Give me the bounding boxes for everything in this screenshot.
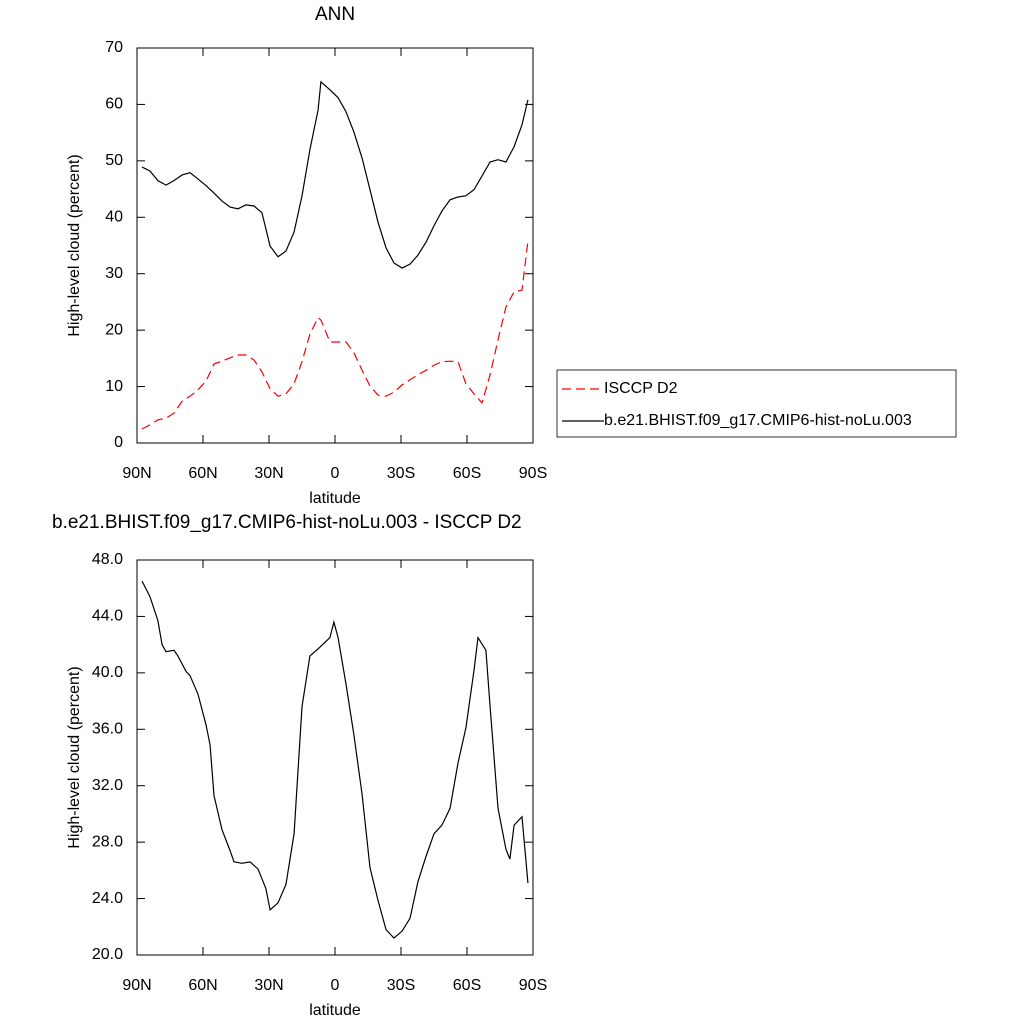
plot-frame <box>136 559 534 956</box>
x-tick-label: 0 <box>331 465 340 482</box>
x-axis-label: latitude <box>309 490 361 507</box>
plot-frame <box>136 47 534 444</box>
x-tick-label: 60S <box>453 977 481 994</box>
x-tick-label: 60S <box>453 465 481 482</box>
chart-title: ANN <box>315 4 355 25</box>
y-tick-label: 0 <box>114 434 123 451</box>
y-tick-label: 40.0 <box>92 664 123 681</box>
y-tick-label: 30 <box>105 265 123 282</box>
y-tick-label: 40 <box>105 209 123 226</box>
x-tick-label: 30N <box>254 977 283 994</box>
x-tick-label: 60N <box>188 977 217 994</box>
y-tick-label: 44.0 <box>92 608 123 625</box>
y-axis-label: High-level cloud (percent) <box>66 154 83 336</box>
legend-label: b.e21.BHIST.f09_g17.CMIP6-hist-noLu.003 <box>604 412 912 429</box>
x-tick-label: 90S <box>519 465 547 482</box>
y-tick-label: 10 <box>105 378 123 395</box>
series-line <box>141 580 529 939</box>
x-tick-label: 90S <box>519 977 547 994</box>
x-tick-label: 30S <box>387 977 415 994</box>
y-tick-label: 50 <box>105 152 123 169</box>
x-tick-label: 30N <box>254 465 283 482</box>
y-tick-label: 20.0 <box>92 946 123 963</box>
y-tick-label: 36.0 <box>92 721 123 738</box>
x-tick-label: 90N <box>122 465 151 482</box>
chart-title: b.e21.BHIST.f09_g17.CMIP6-hist-noLu.003 … <box>52 512 522 533</box>
x-tick-label: 60N <box>188 465 217 482</box>
y-tick-label: 70 <box>105 39 123 56</box>
x-tick-label: 30S <box>387 465 415 482</box>
y-tick-label: 20 <box>105 321 123 338</box>
y-axis-label: High-level cloud (percent) <box>66 666 83 848</box>
y-tick-label: 32.0 <box>92 777 123 794</box>
series-line <box>141 80 529 269</box>
x-tick-label: 90N <box>122 977 151 994</box>
y-tick-label: 48.0 <box>92 551 123 568</box>
x-axis-label: latitude <box>309 1002 361 1019</box>
x-tick-label: 0 <box>331 977 340 994</box>
y-tick-label: 60 <box>105 96 123 113</box>
y-tick-label: 28.0 <box>92 833 123 850</box>
series-line <box>141 240 529 430</box>
legend-box <box>556 369 957 438</box>
y-tick-label: 24.0 <box>92 890 123 907</box>
legend-label: ISCCP D2 <box>604 380 678 397</box>
